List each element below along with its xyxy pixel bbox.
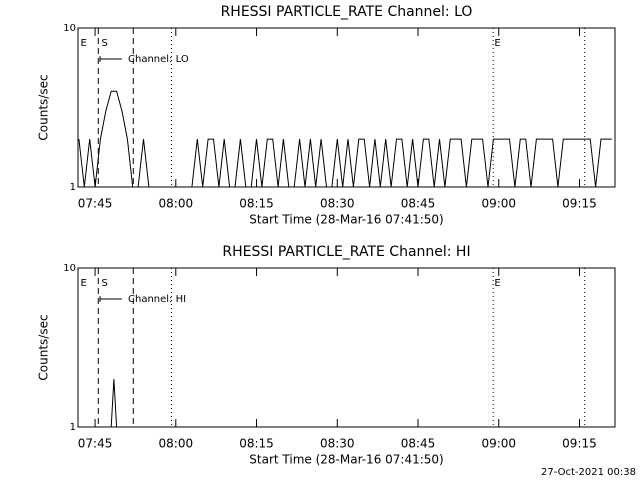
legend-label: Channel: HI bbox=[128, 294, 186, 305]
y-tick-label: 1 bbox=[70, 422, 76, 433]
x-axis-label: Start Time (28-Mar-16 07:41:50) bbox=[249, 213, 443, 227]
x-tick-label: 09:00 bbox=[481, 197, 516, 211]
x-tick-label: 08:00 bbox=[159, 437, 194, 451]
chart-title: RHESSI PARTICLE_RATE Channel: LO bbox=[221, 4, 473, 20]
x-tick-label: 08:45 bbox=[401, 437, 436, 451]
y-tick-label: 10 bbox=[63, 263, 76, 274]
x-tick-label: 08:15 bbox=[239, 437, 274, 451]
legend-label: Channel: LO bbox=[128, 54, 189, 65]
data-line bbox=[78, 90, 612, 188]
event-marker: E bbox=[494, 38, 500, 49]
x-tick-label: 08:15 bbox=[239, 197, 274, 211]
event-marker: E bbox=[81, 38, 87, 49]
event-marker: E bbox=[494, 278, 500, 289]
footer: 27-Oct-2021 00:38 bbox=[541, 467, 636, 478]
x-tick-label: 09:15 bbox=[562, 437, 597, 451]
x-tick-label: 07:45 bbox=[78, 197, 113, 211]
y-tick-label: 10 bbox=[63, 23, 76, 34]
data-line bbox=[98, 379, 133, 428]
x-tick-label: 09:15 bbox=[562, 197, 597, 211]
x-tick-label: 08:00 bbox=[159, 197, 194, 211]
x-tick-label: 07:45 bbox=[78, 437, 113, 451]
y-axis-label: Counts/sec bbox=[37, 74, 51, 140]
x-axis-label: Start Time (28-Mar-16 07:41:50) bbox=[249, 453, 443, 467]
y-tick-label: 1 bbox=[70, 182, 76, 193]
event-marker: S bbox=[102, 278, 108, 289]
x-tick-label: 09:00 bbox=[481, 437, 516, 451]
y-axis-label: Counts/sec bbox=[37, 314, 51, 380]
plot-frame bbox=[77, 27, 616, 188]
event-marker: E bbox=[81, 278, 87, 289]
x-tick-label: 08:30 bbox=[320, 437, 355, 451]
x-tick-label: 08:45 bbox=[401, 197, 436, 211]
x-tick-label: 08:30 bbox=[320, 197, 355, 211]
plot-frame bbox=[77, 267, 616, 428]
chart-title: RHESSI PARTICLE_RATE Channel: HI bbox=[222, 244, 470, 260]
event-marker: S bbox=[102, 38, 108, 49]
